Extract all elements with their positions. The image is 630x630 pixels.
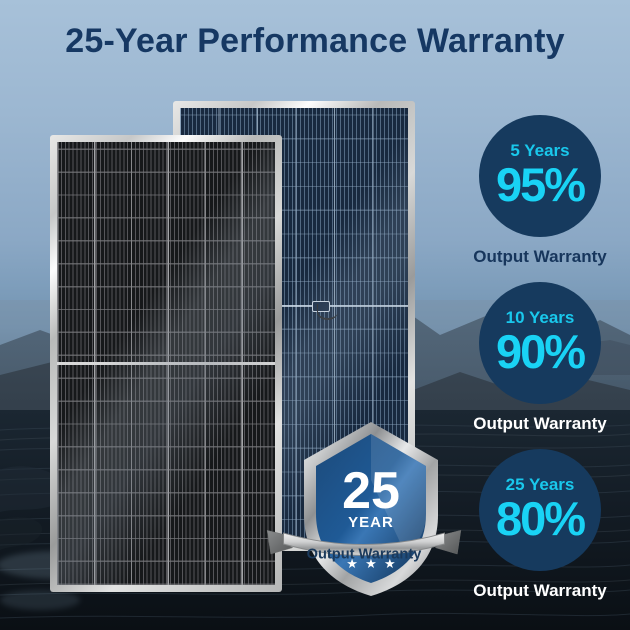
svg-text:Output Warranty: Output Warranty xyxy=(307,547,423,563)
